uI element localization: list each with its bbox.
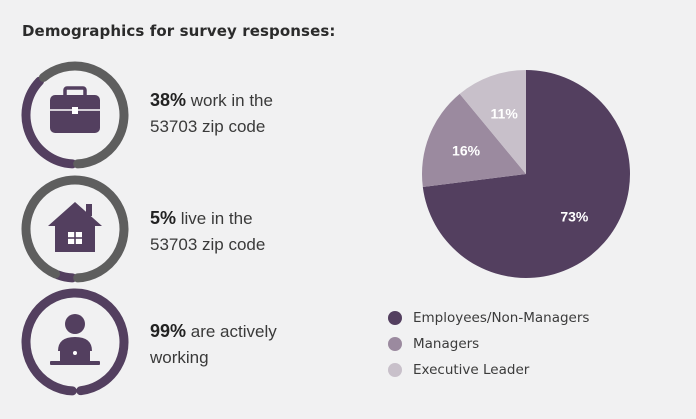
stat-line1: work in the bbox=[186, 91, 273, 110]
ring-value-arc bbox=[21, 288, 129, 396]
stat-line2: working bbox=[150, 348, 209, 367]
ring-value-arc bbox=[21, 76, 77, 169]
legend-swatch bbox=[388, 337, 402, 351]
legend-swatch bbox=[388, 363, 402, 377]
legend-label: Executive Leader bbox=[413, 362, 530, 378]
stat-percent: 5% bbox=[150, 208, 177, 228]
legend-item-managers: Managers bbox=[388, 331, 589, 357]
stat-row-live: 5% live in the 53703 zip code bbox=[20, 174, 350, 284]
briefcase-icon bbox=[21, 61, 129, 169]
stat-percent: 38% bbox=[150, 90, 187, 110]
stat-text-work: 38% work in the 53703 zip code bbox=[150, 87, 350, 140]
ring-remainder-arc bbox=[21, 175, 129, 283]
pie-slice-label: 16% bbox=[452, 142, 481, 158]
legend-label: Employees/Non-Managers bbox=[413, 310, 590, 326]
stat-line1: live in the bbox=[176, 209, 253, 228]
legend-item-executive: Executive Leader bbox=[388, 357, 589, 383]
pie-chart: 73% 16% 11% bbox=[418, 66, 634, 282]
stat-line2: 53703 zip code bbox=[150, 117, 266, 136]
pie-slice bbox=[459, 70, 526, 174]
legend-label: Managers bbox=[413, 336, 480, 352]
stat-percent: 99% bbox=[150, 321, 187, 341]
page-title: Demographics for survey responses: bbox=[22, 22, 336, 40]
legend-swatch bbox=[388, 311, 402, 325]
stat-row-work: 38% work in the 53703 zip code bbox=[20, 60, 350, 170]
stat-text-live: 5% live in the 53703 zip code bbox=[150, 205, 350, 258]
legend-item-employees: Employees/Non-Managers bbox=[388, 305, 589, 331]
pie-chart-svg: 73% 16% 11% bbox=[422, 70, 630, 278]
stat-line2: 53703 zip code bbox=[150, 235, 266, 254]
ring-remainder-arc bbox=[38, 61, 129, 169]
pie-slice-label: 73% bbox=[560, 209, 589, 225]
stat-text-working: 99% are actively working bbox=[150, 318, 350, 371]
person-laptop-icon bbox=[21, 288, 129, 396]
chart-legend: Employees/Non-Managers Managers Executiv… bbox=[388, 305, 589, 383]
pie-slice bbox=[422, 70, 630, 278]
house-icon bbox=[21, 175, 129, 283]
pie-slice bbox=[422, 93, 526, 188]
ring-value-arc bbox=[53, 270, 77, 283]
pie-slice-label: 11% bbox=[491, 105, 519, 121]
stat-line1: are actively bbox=[186, 322, 277, 341]
stat-row-working: 99% are actively working bbox=[20, 287, 350, 397]
